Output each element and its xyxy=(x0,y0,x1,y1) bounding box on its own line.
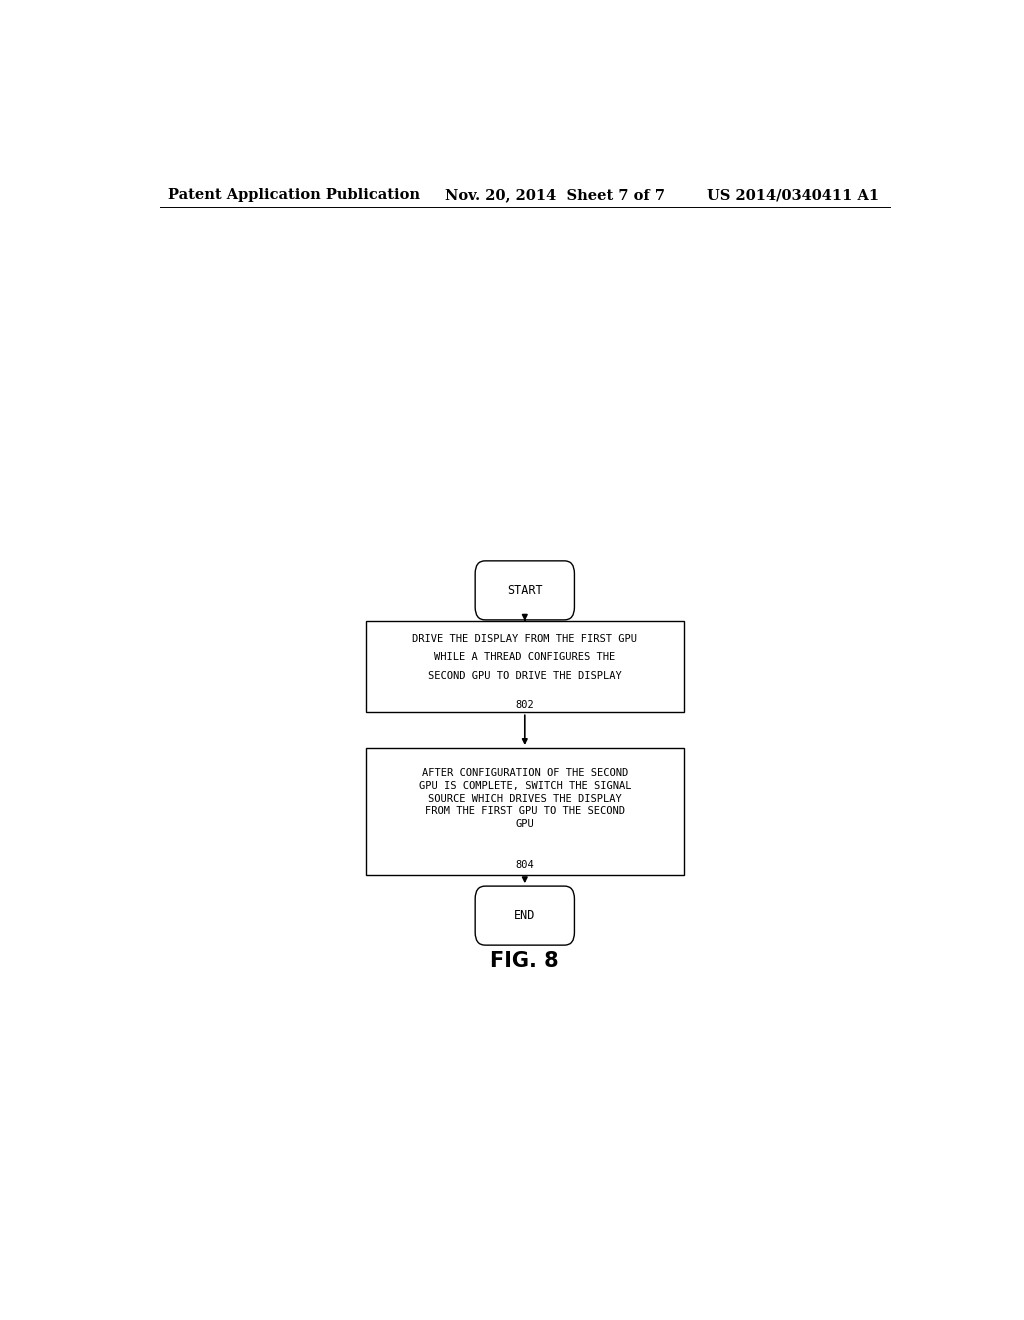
Text: SECOND GPU TO DRIVE THE DISPLAY: SECOND GPU TO DRIVE THE DISPLAY xyxy=(428,671,622,681)
FancyBboxPatch shape xyxy=(367,620,684,713)
Text: Patent Application Publication: Patent Application Publication xyxy=(168,189,420,202)
Text: DRIVE THE DISPLAY FROM THE FIRST GPU: DRIVE THE DISPLAY FROM THE FIRST GPU xyxy=(413,634,637,644)
Text: END: END xyxy=(514,909,536,923)
Text: SOURCE WHICH DRIVES THE DISPLAY: SOURCE WHICH DRIVES THE DISPLAY xyxy=(428,793,622,804)
Text: FROM THE FIRST GPU TO THE SECOND: FROM THE FIRST GPU TO THE SECOND xyxy=(425,807,625,817)
Text: FIG. 8: FIG. 8 xyxy=(490,952,559,972)
Text: WHILE A THREAD CONFIGURES THE: WHILE A THREAD CONFIGURES THE xyxy=(434,652,615,663)
Text: 802: 802 xyxy=(515,700,535,710)
Text: AFTER CONFIGURATION OF THE SECOND: AFTER CONFIGURATION OF THE SECOND xyxy=(422,768,628,779)
Text: Nov. 20, 2014  Sheet 7 of 7: Nov. 20, 2014 Sheet 7 of 7 xyxy=(445,189,666,202)
Text: START: START xyxy=(507,583,543,597)
FancyBboxPatch shape xyxy=(475,886,574,945)
Text: US 2014/0340411 A1: US 2014/0340411 A1 xyxy=(708,189,880,202)
Text: GPU: GPU xyxy=(515,820,535,829)
FancyBboxPatch shape xyxy=(367,748,684,875)
Text: GPU IS COMPLETE, SWITCH THE SIGNAL: GPU IS COMPLETE, SWITCH THE SIGNAL xyxy=(419,781,631,791)
FancyBboxPatch shape xyxy=(475,561,574,620)
Text: 804: 804 xyxy=(515,859,535,870)
